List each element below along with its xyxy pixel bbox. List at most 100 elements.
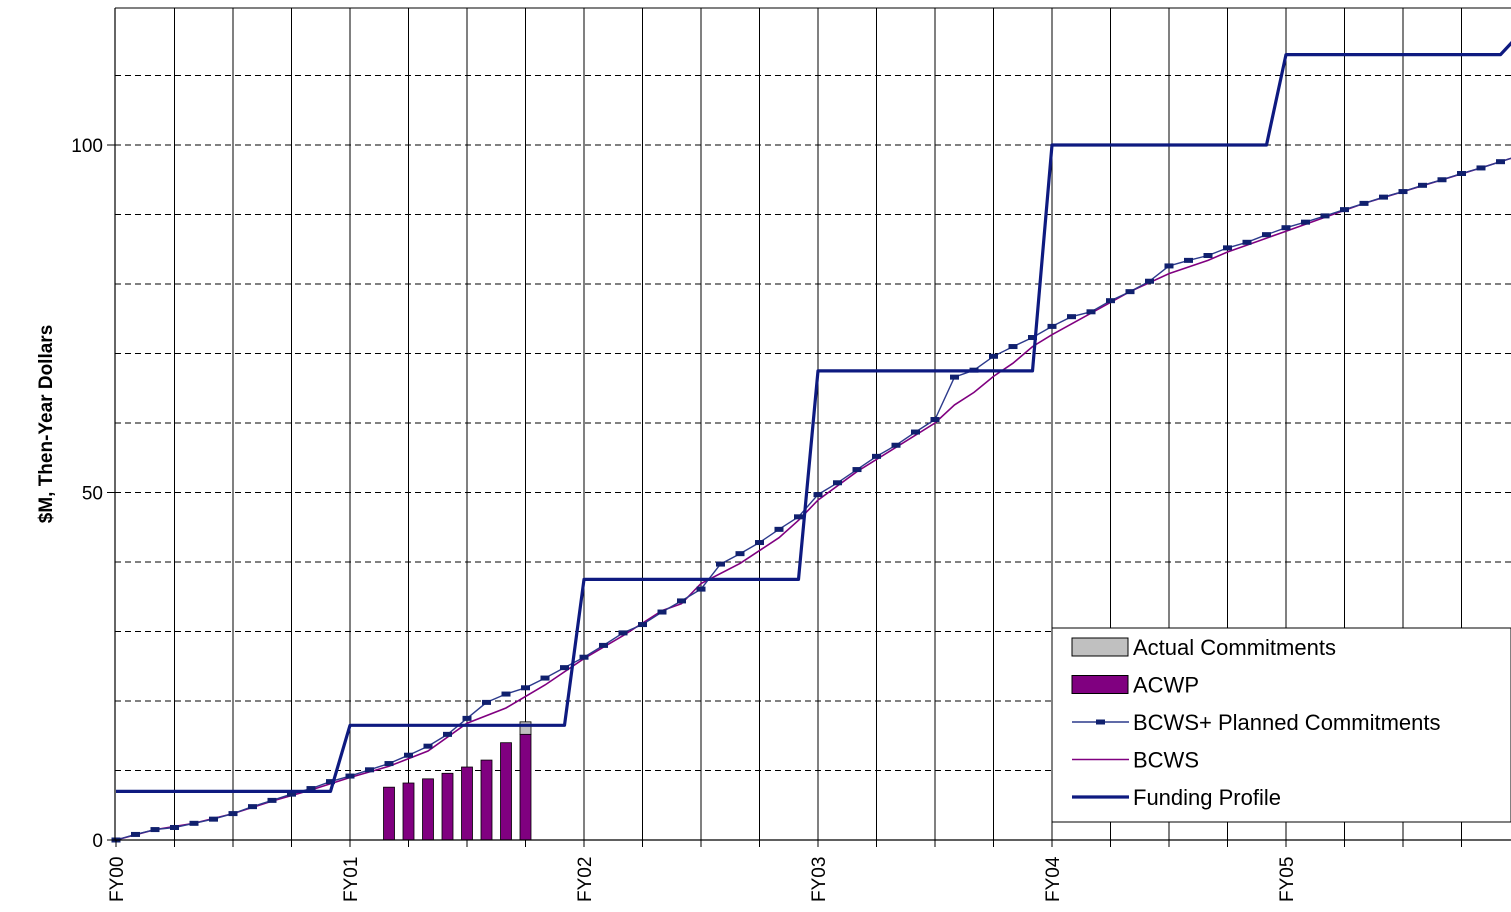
acwp-bar (500, 742, 512, 841)
acwp-bar (480, 759, 493, 841)
bcws-planned-commitments-marker (1164, 263, 1174, 269)
bcws-planned-commitments-marker (930, 417, 940, 423)
bcws-planned-commitments-marker (1359, 200, 1369, 206)
bcws-planned-commitments-marker (852, 467, 862, 473)
acwp-bar (441, 772, 454, 841)
legend-label: Actual Commitments (1133, 635, 1336, 660)
bcws-planned-commitments-marker (677, 598, 686, 604)
bcws-planned-commitments-marker (1262, 232, 1271, 238)
x-tick-label: FY00 (107, 857, 128, 902)
bcws-planned-commitments-marker (599, 642, 608, 648)
bcws-planned-commitments-marker (618, 630, 628, 636)
bcws-planned-commitments-marker (1398, 189, 1408, 195)
legend-label: BCWS+ Planned Commitments (1133, 710, 1441, 735)
x-tick-label: FY02 (575, 857, 596, 902)
bcws-planned-commitments-marker (1418, 182, 1427, 188)
bcws-planned-commitments-marker (1086, 309, 1096, 315)
acwp-bar (402, 782, 415, 841)
acwp-bar (519, 733, 532, 841)
bcws-planned-commitments-marker (326, 779, 335, 785)
bcws-planned-commitments-marker (1281, 225, 1291, 231)
bcws-planned-commitments-marker (1301, 219, 1310, 225)
bcws-planned-commitments-marker (501, 691, 511, 697)
bcws-planned-commitments-marker (1203, 253, 1213, 259)
y-axis-title: $M, Then-Year Dollars (36, 325, 57, 524)
bcws-planned-commitments-marker (384, 761, 394, 767)
bcws-planned-commitments-marker (872, 453, 881, 459)
bcws-planned-commitments-marker (1242, 239, 1252, 245)
funding-profile-line (116, 41, 1511, 794)
x-tick-label: FY03 (809, 857, 830, 902)
bcws-planned-commitments-marker (1320, 213, 1330, 219)
axes: 050100FY00FY01FY02FY03FY04FY05FY06$M, Th… (36, 7, 1511, 902)
legend-box (1051, 627, 1511, 823)
y-tick-label: 100 (71, 136, 103, 157)
acwp-bar (461, 766, 473, 841)
acwp-bar (422, 778, 434, 841)
bcws-planned-commitments-marker (1496, 159, 1505, 165)
y-tick-label: 50 (82, 484, 103, 505)
bcws-planned-commitments-marker (228, 811, 238, 817)
bcws-planned-commitments-marker (657, 609, 667, 615)
bcws-planned-commitments-marker (365, 767, 374, 773)
bcws-planned-commitments-marker (950, 374, 959, 380)
bcws-planned-commitments-marker (1145, 278, 1154, 284)
legend-swatch-acwp (1071, 675, 1129, 694)
legend-swatch-bcws-planned-marker (1096, 719, 1105, 725)
legend: Actual Commitments ACWP BCWS+ Planned Comm… (1051, 627, 1511, 823)
bcws-planned-commitments-marker (716, 561, 725, 567)
bcws-planned-commitments-marker (989, 353, 998, 359)
bcws-planned-commitments-marker (696, 586, 706, 592)
bcws-planned-commitments-marker (287, 791, 296, 797)
bcws-planned-commitments-marker (267, 797, 277, 803)
bcws-planned-commitments-marker (560, 665, 569, 671)
bcws-planned-commitments-marker (579, 654, 589, 660)
bcws-planned-commitments-marker (755, 540, 764, 546)
bcws-planned-commitments-marker (1008, 344, 1018, 350)
bcws-planned-commitments-marker (794, 514, 803, 520)
bcws-planned-commitments-marker (482, 699, 491, 705)
bcws-planned-commitments-marker (813, 492, 823, 498)
bcws-planned-commitments-marker (521, 685, 530, 691)
bcws-planned-commitments-marker (248, 804, 257, 810)
legend-swatch-actual-commitments (1071, 637, 1129, 657)
bcws-planned-commitments-marker (1184, 257, 1193, 263)
bcws-planned-commitments-marker (735, 551, 745, 557)
bcws-planned-commitments-marker (209, 816, 218, 822)
legend-label: BCWS (1133, 748, 1199, 773)
bcws-planned-commitments-marker (1457, 170, 1466, 176)
bcws-planned-commitments-marker (1028, 335, 1037, 341)
bcws-planned-commitments-marker (443, 731, 452, 737)
bars (383, 721, 532, 841)
bcws-planned-commitments-marker (150, 827, 160, 833)
bcws-planned-commitments-marker (345, 773, 355, 779)
bcws-planned-commitments-marker (1340, 207, 1349, 213)
bcws-planned-commitments-marker (911, 429, 920, 435)
y-tick-label: 0 (92, 831, 103, 852)
bcws-planned-commitments-marker (891, 442, 901, 448)
bcws-planned-commitments-marker (1476, 165, 1486, 171)
bcws-planned-commitments-marker (306, 786, 316, 792)
bcws-planned-commitments-marker (1106, 298, 1115, 304)
bcws-planned-commitments-marker (540, 675, 550, 681)
bcws-planned-commitments-marker (1437, 177, 1447, 183)
bcws-planned-commitments-marker (1379, 194, 1388, 200)
bcws-planned-commitments-marker (189, 820, 199, 826)
acwp-bar (383, 786, 395, 841)
bcws-planned-commitments-marker (462, 715, 472, 721)
bcws-planned-commitments-marker (1067, 314, 1076, 320)
x-tick-label: FY04 (1043, 856, 1064, 902)
bcws-planned-commitments-marker (404, 752, 413, 758)
legend-label: ACWP (1133, 673, 1199, 698)
bcws-planned-commitments-marker (1047, 323, 1057, 329)
bcws-planned-commitments-marker (774, 526, 784, 532)
legend-label: Funding Profile (1133, 785, 1281, 810)
bcws-planned-commitments-marker (170, 824, 179, 830)
x-tick-label: FY05 (1277, 857, 1298, 902)
x-tick-label: FY01 (341, 857, 362, 902)
bcws-planned-commitments-marker (1125, 289, 1135, 295)
bcws-planned-commitments-marker (131, 831, 140, 837)
bcws-planned-commitments-marker (638, 622, 647, 628)
bcws-planned-commitments-marker (423, 743, 433, 749)
